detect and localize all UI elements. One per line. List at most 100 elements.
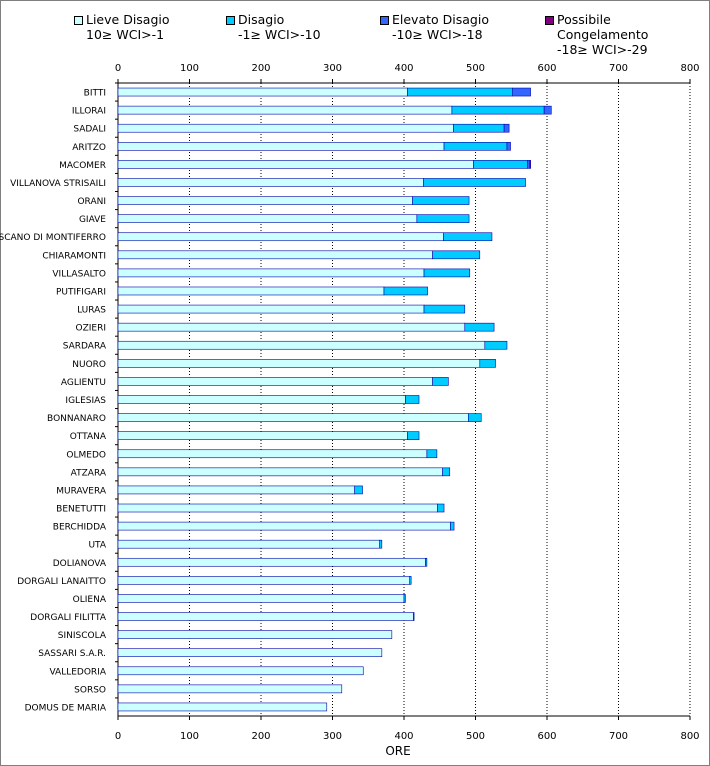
category-label-10: VILLASALTO <box>52 269 106 279</box>
bar-disagio-21 <box>442 467 451 477</box>
legend-swatch-lieve-disagio <box>74 16 83 25</box>
bottom-tick-label-800: 800 <box>680 731 699 742</box>
bar-disagio-3 <box>443 142 508 151</box>
category-label-28: OLIENA <box>73 595 107 605</box>
bar-elevato-disagio-3 <box>506 142 511 151</box>
top-tick-label-700: 700 <box>609 63 628 74</box>
legend-range-elevato-disagio: -10≥ WCI>-18 <box>392 27 483 42</box>
bar-lieve-disagio-5 <box>117 178 424 187</box>
legend-label-lieve-disagio: Lieve Disagio <box>86 12 170 27</box>
bar-lieve-disagio-31 <box>117 648 383 658</box>
bar-lieve-disagio-0 <box>117 87 408 97</box>
category-label-21: ATZARA <box>71 468 107 478</box>
x-axis-label: ORE <box>385 744 410 758</box>
legend-swatch-possibile-congelamento <box>545 16 554 25</box>
bar-lieve-disagio-1 <box>117 105 453 115</box>
bar-disagio-8 <box>443 232 493 242</box>
category-label-2: SADALI <box>73 125 106 135</box>
bar-disagio-20 <box>426 449 438 459</box>
bar-disagio-4 <box>473 160 528 169</box>
bar-lieve-disagio-18 <box>117 413 469 422</box>
bar-lieve-disagio-6 <box>117 196 413 205</box>
bar-disagio-24 <box>450 521 455 531</box>
category-label-17: IGLESIAS <box>65 396 106 406</box>
category-label-9: CHIARAMONTI <box>42 251 106 261</box>
bar-lieve-disagio-21 <box>117 467 443 477</box>
bar-lieve-disagio-22 <box>117 485 355 495</box>
bottom-tick-label-0: 0 <box>115 731 121 742</box>
legend-label-possibile-congelamento: Possibile Congelamento <box>557 12 649 42</box>
bar-lieve-disagio-23 <box>117 503 438 513</box>
category-label-7: GIAVE <box>79 215 106 225</box>
category-label-11: PUTIFIGARI <box>56 287 106 297</box>
legend-range-disagio: -1≥ WCI>-10 <box>238 27 321 42</box>
bar-disagio-28 <box>403 594 406 603</box>
bar-disagio-1 <box>451 105 545 115</box>
bar-lieve-disagio-16 <box>117 377 433 386</box>
bottom-tick-label-500: 500 <box>466 731 485 742</box>
category-label-25: UTA <box>88 541 106 551</box>
category-label-20: OLMEDO <box>66 450 106 460</box>
bar-disagio-25 <box>379 539 383 549</box>
category-label-22: MURAVERA <box>56 486 107 496</box>
bar-lieve-disagio-9 <box>117 250 433 260</box>
bar-lieve-disagio-15 <box>117 359 481 368</box>
category-label-24: BERCHIDDA <box>53 523 107 533</box>
bar-disagio-15 <box>479 359 496 368</box>
category-label-13: OZIERI <box>76 324 107 334</box>
category-label-18: BONNANARO <box>47 414 106 424</box>
bar-disagio-26 <box>425 557 428 567</box>
category-label-30: SINISCOLA <box>58 631 107 641</box>
bar-elevato-disagio-4 <box>527 160 531 169</box>
bottom-tick-label-100: 100 <box>180 731 199 742</box>
category-label-4: MACOMER <box>59 161 106 171</box>
bar-lieve-disagio-26 <box>117 557 426 567</box>
category-label-3: ARITZO <box>72 143 106 153</box>
bar-lieve-disagio-33 <box>117 684 343 694</box>
bar-disagio-11 <box>383 286 428 296</box>
bottom-tick-label-200: 200 <box>251 731 270 742</box>
bar-lieve-disagio-8 <box>117 232 444 242</box>
bar-disagio-12 <box>423 304 466 314</box>
bar-lieve-disagio-29 <box>117 612 414 621</box>
category-label-19: OTTANA <box>70 432 107 442</box>
bar-disagio-7 <box>416 214 470 223</box>
bar-lieve-disagio-28 <box>117 594 405 603</box>
bar-lieve-disagio-19 <box>117 431 408 440</box>
top-tick-label-600: 600 <box>537 63 556 74</box>
legend-range-possibile-congelamento: -18≥ WCI>-29 <box>557 42 648 57</box>
legend-swatch-disagio <box>226 16 235 25</box>
bar-disagio-27 <box>409 576 412 585</box>
bottom-tick-label-700: 700 <box>609 731 628 742</box>
bar-lieve-disagio-4 <box>117 160 474 169</box>
bar-disagio-9 <box>432 250 481 260</box>
bar-lieve-disagio-32 <box>117 666 364 676</box>
bottom-tick-label-400: 400 <box>394 731 413 742</box>
bar-disagio-0 <box>407 87 513 97</box>
category-label-14: SARDARA <box>63 342 107 352</box>
legend-swatch-elevato-disagio <box>380 16 389 25</box>
bar-disagio-6 <box>412 196 470 205</box>
category-label-8: SCANO DI MONTIFERRO <box>0 233 106 243</box>
bar-disagio-14 <box>484 340 508 350</box>
category-label-15: NUORO <box>72 360 106 370</box>
bar-disagio-19 <box>407 431 420 440</box>
bar-lieve-disagio-13 <box>117 322 466 332</box>
bar-elevato-disagio-2 <box>503 123 510 133</box>
top-tick-label-800: 800 <box>680 63 699 74</box>
legend-range-lieve-disagio: 10≥ WCI>-1 <box>86 27 165 42</box>
bar-possibile-congelamento-4 <box>529 160 531 169</box>
category-label-6: ORANI <box>77 197 106 207</box>
bar-elevato-disagio-1 <box>543 105 552 115</box>
bar-lieve-disagio-7 <box>117 214 418 223</box>
top-tick-label-400: 400 <box>394 63 413 74</box>
category-label-16: AGLIENTU <box>61 378 106 388</box>
bar-disagio-17 <box>405 395 420 404</box>
bar-lieve-disagio-10 <box>117 268 425 278</box>
bar-disagio-5 <box>423 178 526 187</box>
category-label-23: BENETUTTI <box>56 505 106 515</box>
bar-lieve-disagio-24 <box>117 521 451 531</box>
bar-lieve-disagio-11 <box>117 286 385 296</box>
bar-lieve-disagio-3 <box>117 142 445 151</box>
